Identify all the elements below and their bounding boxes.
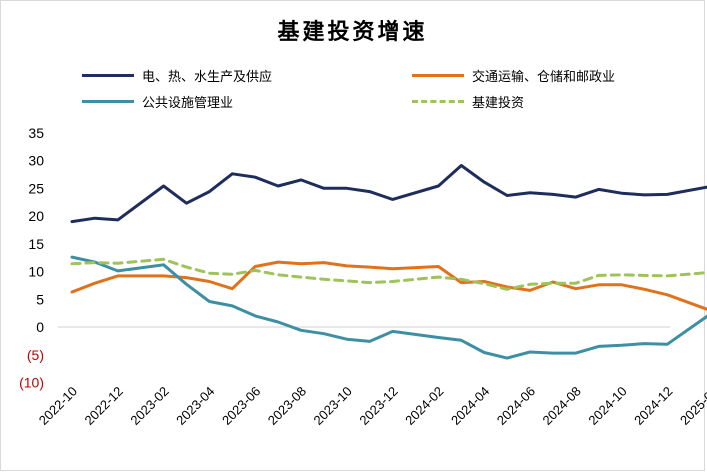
x-tick-label: 2023-04 (173, 384, 217, 428)
x-tick-label: 2023-06 (219, 384, 263, 428)
legend-item-series-1: 交通运输、仓储和邮政业 (412, 66, 615, 85)
series-line-0 (70, 164, 707, 224)
y-tick-label: (5) (27, 347, 44, 363)
x-tick-label: 2024-08 (540, 384, 584, 428)
y-tick-label: 5 (36, 291, 44, 307)
legend-item-series-0: 电、热、水生产及供应 (82, 66, 272, 85)
series-line-3 (70, 257, 707, 291)
y-tick-label: 20 (28, 208, 44, 224)
chart-title: 基建投资增速 (277, 19, 428, 45)
legend-item-series-2: 公共设施管理业 (82, 92, 233, 111)
y-tick-label: 30 (28, 153, 44, 169)
y-tick-label: 15 (28, 236, 44, 252)
legend-swatch-series-0 (82, 74, 134, 77)
x-tick-label: 2024-10 (585, 384, 629, 428)
series-line-2 (70, 255, 707, 360)
y-tick-label: 35 (28, 125, 44, 141)
legend-label-series-3: 基建投资 (472, 96, 525, 111)
x-tick-label: 2024-12 (631, 384, 675, 428)
chart-legend: 电、热、水生产及供应 交通运输、仓储和邮政业 公共设施管理业 基建投资 (0, 0, 707, 120)
x-tick-label: 2024-04 (448, 384, 492, 428)
x-tick-label: 2023-02 (127, 384, 171, 428)
x-tick-label: 2022-12 (82, 384, 126, 428)
y-tick-label: 10 (28, 264, 44, 280)
legend-label-series-1: 交通运输、仓储和邮政业 (472, 70, 616, 85)
legend-item-series-3: 基建投资 (412, 92, 524, 111)
series-line-1 (70, 260, 707, 311)
x-tick-label: 2023-08 (265, 384, 309, 428)
legend-swatch-series-1 (412, 74, 464, 77)
x-tick-label: 2024-06 (494, 384, 538, 428)
x-tick-label: 2023-10 (311, 384, 355, 428)
y-tick-label: 25 (28, 180, 44, 196)
x-tick-label: 2024-02 (402, 384, 446, 428)
legend-swatch-series-2 (82, 100, 134, 103)
legend-swatch-series-3 (412, 100, 464, 103)
x-tick-label: 2023-12 (356, 384, 400, 428)
legend-label-series-2: 公共设施管理业 (142, 96, 234, 111)
y-tick-label: 0 (36, 319, 44, 335)
x-tick-label: 2025-02 (677, 384, 707, 428)
y-tick-label: (10) (19, 375, 44, 391)
legend-label-series-0: 电、热、水生产及供应 (142, 70, 273, 85)
